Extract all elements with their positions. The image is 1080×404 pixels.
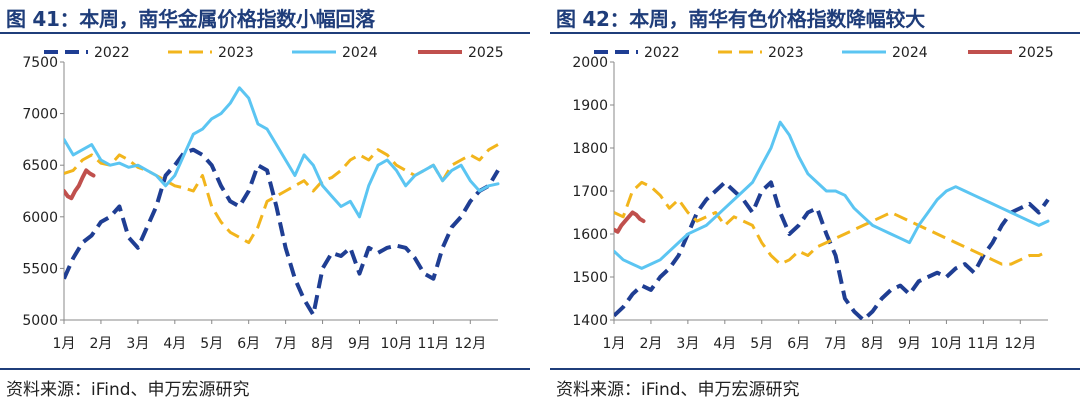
- x-tick-label: 7月: [274, 336, 297, 352]
- svg-text:2025: 2025: [1018, 45, 1054, 61]
- x-tick-label: 3月: [676, 336, 699, 352]
- y-tick-label: 7500: [22, 55, 58, 71]
- x-tick-label: 5月: [750, 336, 773, 352]
- y-tick-label: 1600: [572, 227, 608, 243]
- x-tick-label: 1月: [53, 336, 76, 352]
- y-tick-label: 5500: [22, 261, 58, 277]
- legend-item-2022: 2022: [594, 45, 680, 61]
- svg-text:2023: 2023: [218, 45, 254, 61]
- series-line-2023: [614, 180, 1049, 266]
- x-tick-label: 12月: [454, 336, 486, 352]
- source-rule: [0, 368, 530, 370]
- x-tick-label: 2月: [639, 336, 662, 352]
- x-tick-label: 1月: [603, 336, 626, 352]
- x-tick-label: 11月: [417, 336, 449, 352]
- x-tick-label: 4月: [713, 336, 736, 352]
- y-tick-label: 7000: [22, 107, 58, 123]
- chart-panel-right: 图 42：本周，南华有色价格指数降幅较大 2022 2023 2024 2025 140…: [550, 0, 1080, 404]
- y-tick-label: 1700: [572, 184, 608, 200]
- svg-text:2023: 2023: [768, 45, 804, 61]
- x-tick-label: 11月: [967, 336, 999, 352]
- source-rule: [550, 368, 1080, 370]
- y-tick-label: 6000: [22, 210, 58, 226]
- legend-item-2025: 2025: [968, 45, 1054, 61]
- y-tick-label: 2000: [572, 55, 608, 71]
- x-tick-label: 7月: [824, 336, 847, 352]
- title-rule: [550, 32, 1080, 34]
- x-tick-label: 2月: [89, 336, 112, 352]
- y-tick-label: 6500: [22, 158, 58, 174]
- y-tick-label: 1900: [572, 98, 608, 114]
- x-tick-label: 9月: [898, 336, 921, 352]
- y-tick-label: 5000: [22, 313, 58, 329]
- source-note: 资料来源：iFind、申万宏源研究: [556, 380, 800, 400]
- svg-text:2024: 2024: [892, 45, 928, 61]
- x-tick-label: 10月: [381, 336, 413, 352]
- legend-item-2023: 2023: [168, 45, 254, 61]
- x-tick-label: 12月: [1004, 336, 1036, 352]
- svg-text:2025: 2025: [468, 45, 504, 61]
- legend-item-2025: 2025: [418, 45, 504, 61]
- x-tick-label: 9月: [348, 336, 371, 352]
- series-line-2024: [614, 120, 1050, 270]
- x-tick-label: 6月: [787, 336, 810, 352]
- svg-text:2022: 2022: [644, 45, 680, 61]
- x-tick-label: 6月: [237, 336, 260, 352]
- svg-text:2022: 2022: [94, 45, 130, 61]
- source-note: 资料来源：iFind、申万宏源研究: [6, 380, 250, 400]
- title-rule: [0, 32, 530, 34]
- legend-item-2024: 2024: [842, 45, 928, 61]
- y-tick-label: 1400: [572, 313, 608, 329]
- y-tick-label: 1500: [572, 270, 608, 286]
- x-tick-label: 10月: [931, 336, 963, 352]
- x-tick-label: 4月: [163, 336, 186, 352]
- svg-text:2024: 2024: [342, 45, 378, 61]
- chart-metal-index: 2022 2023 2024 2025 5000 5500 6000 6500 7000 7500…: [22, 45, 504, 352]
- x-tick-label: 3月: [126, 336, 149, 352]
- y-tick-label: 1800: [572, 141, 608, 157]
- legend-item-2023: 2023: [718, 45, 804, 61]
- series-line-2022: [64, 147, 500, 317]
- series-line-2025: [614, 210, 646, 234]
- chart-title: 图 41：本周，南华金属价格指数小幅回落: [6, 7, 375, 31]
- x-tick-label: 5月: [200, 336, 223, 352]
- chart-panel-left: 图 41：本周，南华金属价格指数小幅回落 2022 2023 2024 2025 500…: [0, 0, 530, 404]
- chart-nonferrous-index: 2022 2023 2024 2025 1400 1500 1600 1700 1800 1900…: [572, 45, 1054, 352]
- x-tick-label: 8月: [311, 336, 334, 352]
- legend-item-2024: 2024: [292, 45, 378, 61]
- chart-title: 图 42：本周，南华有色价格指数降幅较大: [556, 7, 925, 31]
- series-line-2024: [64, 86, 500, 219]
- series-line-2025: [64, 168, 96, 201]
- series-line-2022: [614, 180, 1050, 320]
- x-tick-label: 8月: [861, 336, 884, 352]
- legend-item-2022: 2022: [44, 45, 130, 61]
